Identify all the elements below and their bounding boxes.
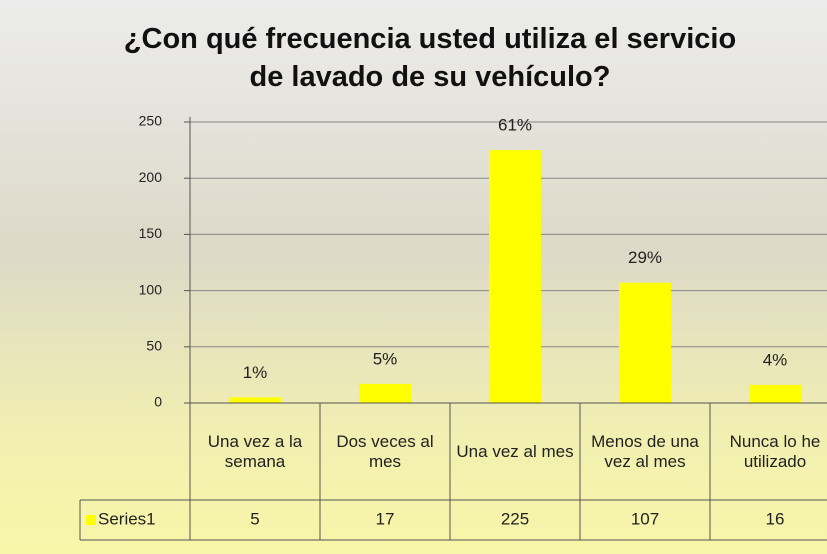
x-tick-label: Menos de una vez al mes (591, 431, 699, 471)
data-label: 61% (498, 116, 532, 135)
data-label: 1% (243, 363, 268, 382)
legend-key (86, 515, 96, 525)
bar (229, 397, 281, 403)
table-value: 16 (766, 509, 785, 528)
data-label: 4% (763, 351, 788, 370)
bar (489, 150, 541, 403)
data-label: 5% (373, 349, 398, 368)
x-tick-label: Nunca lo he utilizado (729, 431, 821, 471)
x-tick-label: Una vez a la semana (207, 431, 303, 471)
x-tick-label: Dos veces al mes (336, 431, 434, 471)
bar (619, 282, 671, 403)
bar (749, 385, 801, 403)
table-value: 17 (376, 509, 395, 528)
legend-label: Series1 (98, 509, 156, 528)
y-tick-label: 200 (139, 169, 163, 185)
y-tick-label: 150 (139, 225, 163, 241)
table-value: 5 (250, 509, 259, 528)
x-tick-label: Una vez al mes (456, 441, 574, 461)
y-tick-label: 0 (154, 394, 162, 410)
bar (359, 383, 411, 403)
y-tick-label: 250 (139, 113, 163, 129)
y-tick-label: 100 (139, 281, 163, 297)
table-value: 225 (501, 509, 529, 528)
chart-title: ¿Con qué frecuencia usted utiliza el ser… (123, 23, 737, 93)
data-label: 29% (628, 248, 662, 267)
table-value: 107 (631, 509, 659, 528)
y-tick-label: 50 (146, 338, 162, 354)
